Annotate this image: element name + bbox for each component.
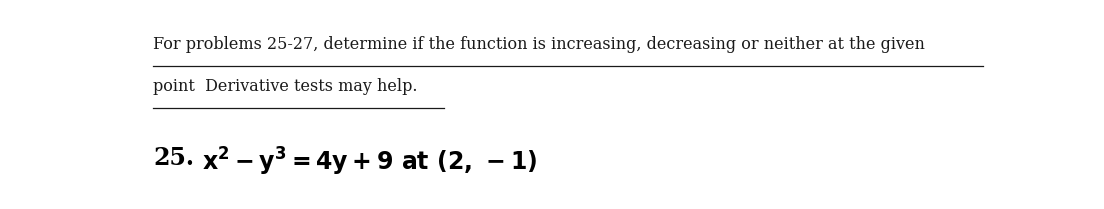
Text: point  Derivative tests may help.: point Derivative tests may help.	[153, 78, 418, 95]
Text: 25.: 25.	[153, 146, 194, 170]
Text: For problems 25-27, determine if the function is increasing, decreasing or neith: For problems 25-27, determine if the fun…	[153, 36, 925, 53]
Text: $\mathbf{x^2 - y^3 = 4y + 9}$ $\mathbf{at}$ $\mathbf{(2,\,-1)}$: $\mathbf{x^2 - y^3 = 4y + 9}$ $\mathbf{a…	[202, 146, 538, 178]
